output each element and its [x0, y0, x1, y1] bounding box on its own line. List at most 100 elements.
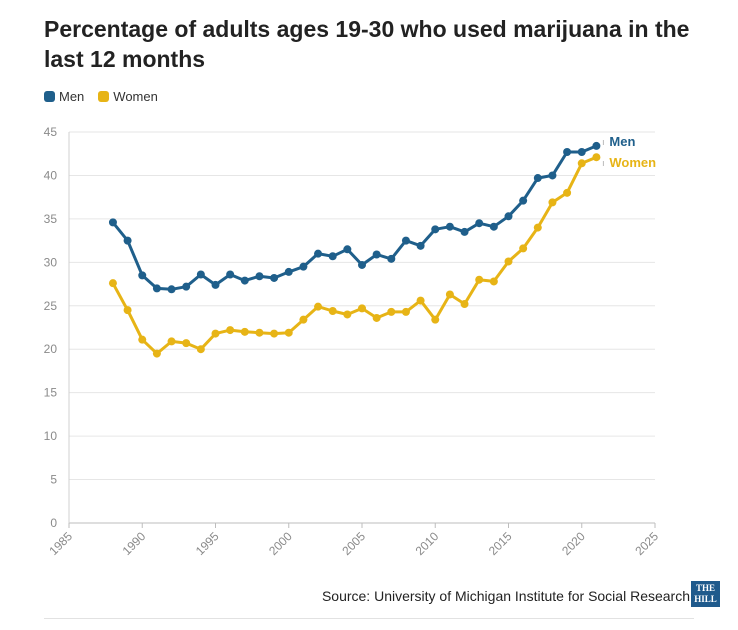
data-point-women [431, 315, 440, 324]
data-point-women [255, 328, 264, 337]
data-point-men [138, 271, 147, 280]
data-point-men [548, 171, 557, 180]
data-point-women [226, 326, 235, 335]
data-point-men [314, 249, 323, 258]
end-label-men: Men [609, 134, 635, 149]
x-tick-label: 2000 [266, 529, 295, 558]
data-point-men [416, 241, 425, 250]
data-point-women [577, 159, 586, 168]
y-tick-label: 10 [44, 429, 58, 443]
data-point-women [328, 306, 337, 315]
data-point-men [167, 285, 176, 294]
data-point-women [563, 188, 572, 197]
series-line-women [111, 155, 598, 356]
data-point-men [240, 276, 249, 285]
data-point-women [343, 310, 352, 319]
data-point-men [504, 212, 513, 221]
y-tick-label: 40 [44, 168, 58, 182]
bottom-divider [44, 618, 694, 619]
data-point-men [328, 252, 337, 261]
chart-title: Percentage of adults ages 19-30 who used… [44, 16, 690, 72]
data-point-women [460, 300, 469, 309]
data-point-women [475, 275, 484, 284]
data-point-men [123, 236, 132, 245]
data-point-women [445, 290, 454, 299]
data-point-women [416, 296, 425, 305]
data-point-men [255, 272, 264, 281]
x-tick-label: 2015 [486, 529, 515, 558]
x-tick-label: 1995 [193, 529, 222, 558]
data-point-men [592, 141, 601, 150]
data-point-men [226, 270, 235, 279]
data-point-women [123, 306, 132, 315]
x-tick-label: 1985 [46, 529, 75, 558]
data-point-women [519, 244, 528, 253]
the-hill-logo: THE HILL [691, 581, 720, 607]
data-point-men [358, 260, 366, 269]
series-line-men [111, 144, 598, 291]
data-point-men [577, 147, 586, 156]
data-point-men [401, 236, 410, 245]
y-tick-label: 35 [44, 212, 58, 226]
data-point-men [299, 262, 308, 271]
x-tick-label: 1990 [120, 529, 149, 558]
y-tick-label: 30 [44, 255, 58, 269]
data-point-women [372, 313, 381, 322]
data-point-women [182, 339, 191, 348]
data-point-men [475, 219, 484, 228]
data-point-men [211, 280, 220, 289]
data-point-women [387, 307, 396, 316]
data-point-men [152, 284, 161, 293]
legend-swatch-men [44, 91, 55, 102]
data-point-women [401, 307, 410, 316]
data-point-women [211, 329, 220, 338]
y-tick-label: 25 [44, 299, 58, 313]
data-point-women [314, 302, 323, 311]
data-point-women [548, 198, 557, 207]
data-point-women [196, 345, 205, 354]
data-point-women [108, 279, 117, 288]
data-point-men [182, 282, 191, 291]
data-point-men [343, 245, 352, 254]
data-point-women [592, 153, 601, 162]
x-tick-label: 2020 [559, 529, 588, 558]
data-point-women [358, 304, 366, 313]
line-chart: 0 5 10 15 2025 30 35 40 45 1985 1990 1995 2000 2005 20… [44, 125, 662, 558]
y-tick-label: 5 [50, 473, 57, 487]
x-tick-label: 2010 [413, 529, 442, 558]
x-tick-label: 2025 [632, 529, 661, 558]
y-tick-label: 15 [44, 386, 58, 400]
source-note: Source: University of Michigan Institute… [321, 588, 690, 604]
data-point-women [489, 277, 498, 286]
data-point-men [372, 250, 381, 259]
data-point-men [563, 147, 572, 156]
data-point-women [138, 335, 147, 344]
data-point-men [533, 174, 542, 183]
data-point-men [270, 273, 279, 282]
data-point-men [519, 196, 528, 205]
data-point-women [533, 223, 542, 232]
y-tick-label: 45 [44, 125, 58, 139]
data-point-women [240, 327, 249, 336]
data-point-women [504, 257, 513, 266]
data-point-men [196, 270, 205, 279]
data-point-men [460, 227, 469, 236]
data-point-men [284, 267, 293, 276]
data-point-men [387, 254, 396, 263]
data-point-men [445, 222, 454, 231]
legend-item-women: Women [98, 89, 158, 104]
end-label-women: Women [609, 155, 656, 170]
data-point-women [270, 329, 279, 338]
data-point-women [152, 349, 161, 358]
data-point-men [108, 218, 117, 227]
data-point-women [299, 315, 308, 324]
legend-swatch-women [98, 91, 110, 102]
legend-label-women: Women [113, 89, 158, 104]
legend: Men Women [44, 89, 172, 104]
legend-item-men: Men [44, 89, 84, 104]
y-tick-label: 0 [50, 516, 57, 530]
data-point-men [431, 225, 440, 234]
data-point-women [284, 328, 293, 337]
x-tick-label: 2005 [339, 529, 368, 558]
data-point-women [167, 337, 176, 346]
